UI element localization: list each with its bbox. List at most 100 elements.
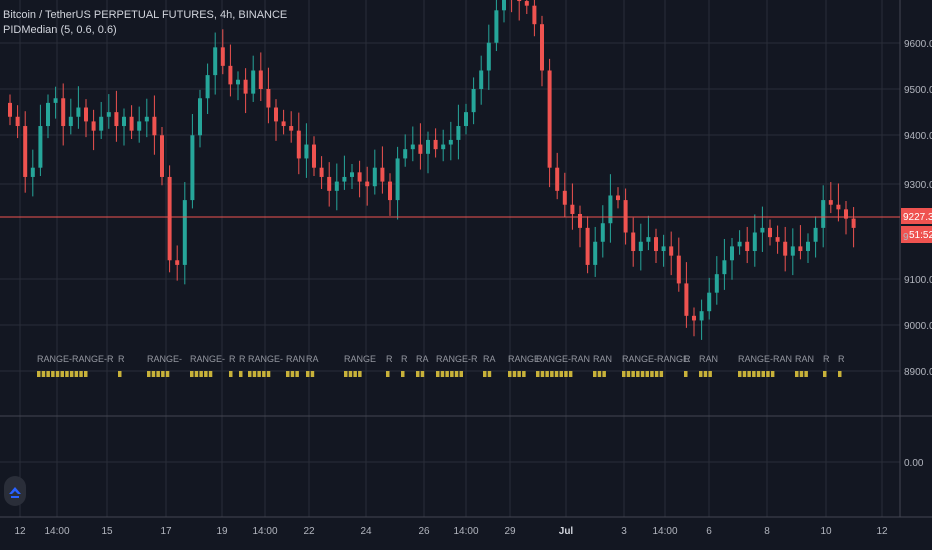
time-tick-label: 22 xyxy=(303,526,315,537)
candle-body xyxy=(106,112,111,117)
range-marker xyxy=(838,371,842,377)
range-marker xyxy=(239,371,243,377)
range-label: R xyxy=(239,354,246,364)
range-marker xyxy=(684,371,688,377)
candle-body xyxy=(8,102,12,117)
candle-body xyxy=(357,172,362,182)
candle-body xyxy=(220,47,225,66)
range-label: RAN xyxy=(795,354,814,364)
candle-body xyxy=(350,172,354,177)
range-marker xyxy=(353,371,357,377)
candle-body xyxy=(144,116,149,122)
range-label: RANGE- xyxy=(248,354,283,364)
candle-body xyxy=(281,121,286,127)
range-marker xyxy=(74,371,79,377)
candle-body xyxy=(296,130,301,159)
tradingview-logo-icon[interactable] xyxy=(4,476,26,506)
candle-body xyxy=(790,246,795,256)
range-label: RANGE xyxy=(508,354,540,364)
time-tick-label: 12 xyxy=(14,526,26,537)
time-tick-label: 14:00 xyxy=(252,526,277,537)
candle-body xyxy=(182,200,187,265)
time-tick-label: 3 xyxy=(621,526,627,537)
candle-body xyxy=(562,190,567,205)
candle-body xyxy=(654,237,658,252)
range-marker xyxy=(69,371,74,377)
range-marker xyxy=(290,371,295,377)
candle-body xyxy=(190,135,195,201)
candle-body xyxy=(798,246,803,252)
candle-body xyxy=(684,283,689,316)
candle-body xyxy=(471,89,476,113)
candle-body xyxy=(160,135,164,177)
range-label: RANGE-R xyxy=(436,354,478,364)
range-marker xyxy=(747,371,751,377)
candle-body xyxy=(365,181,370,187)
range-marker xyxy=(454,371,459,377)
range-marker xyxy=(229,371,233,377)
range-marker xyxy=(659,371,664,377)
candle-body xyxy=(714,274,719,293)
price-tick-label: 9300.00 xyxy=(904,180,932,191)
candle-body xyxy=(30,167,35,177)
candle-body xyxy=(676,255,681,284)
range-marker xyxy=(738,371,742,377)
range-marker xyxy=(804,371,808,377)
range-marker xyxy=(208,371,213,377)
range-marker xyxy=(156,371,160,377)
range-marker xyxy=(554,371,559,377)
range-marker xyxy=(640,371,645,377)
candle-body xyxy=(418,144,423,154)
candle-body xyxy=(258,70,263,89)
candle-body xyxy=(15,116,20,127)
range-label: R xyxy=(823,354,830,364)
indicator-tick-label: 0.00 xyxy=(904,458,924,469)
range-label: RAN xyxy=(699,354,718,364)
range-marker xyxy=(46,371,50,377)
range-marker xyxy=(823,371,827,377)
candle-body xyxy=(114,112,119,127)
candle-body xyxy=(737,241,742,247)
candle-body xyxy=(669,246,674,256)
candle-body xyxy=(570,204,575,214)
range-marker xyxy=(194,371,199,377)
range-marker xyxy=(436,371,440,377)
time-tick-label: 14:00 xyxy=(453,526,478,537)
range-label: RA xyxy=(306,354,319,364)
candle-body xyxy=(53,98,58,103)
range-marker xyxy=(597,371,602,377)
candle-body xyxy=(312,144,316,168)
candle-body xyxy=(638,241,643,252)
price-tick-label: 9600.00 xyxy=(904,39,932,50)
range-marker xyxy=(266,371,271,377)
time-tick-label: 29 xyxy=(504,526,516,537)
candle-body xyxy=(61,98,66,127)
candle-body xyxy=(137,121,142,131)
candle-body xyxy=(243,79,248,94)
range-marker xyxy=(79,371,83,377)
range-marker xyxy=(440,371,445,377)
candle-body xyxy=(775,237,780,242)
time-tick-label: 12 xyxy=(876,526,888,537)
range-marker xyxy=(262,371,266,377)
countdown-value: 51:52 xyxy=(909,230,932,241)
range-marker xyxy=(310,371,315,377)
range-marker xyxy=(204,371,208,377)
candle-body xyxy=(129,116,134,131)
candle-body xyxy=(540,24,544,71)
candle-body xyxy=(433,139,438,150)
range-marker xyxy=(286,371,290,377)
candle-body xyxy=(289,126,294,131)
range-marker xyxy=(248,371,252,377)
candle-body xyxy=(828,200,833,205)
range-marker xyxy=(459,371,463,377)
symbol-title: Bitcoin / TetherUS PERPETUAL FUTURES, 4h… xyxy=(3,9,288,21)
indicator-label[interactable]: PIDMedian (5, 0.6, 0.6) xyxy=(3,24,117,36)
candle-body xyxy=(524,1,529,6)
candle-body xyxy=(198,98,202,136)
candle-body xyxy=(479,70,484,89)
candle-body xyxy=(410,144,415,150)
range-marker xyxy=(742,371,747,377)
range-marker xyxy=(445,371,449,377)
